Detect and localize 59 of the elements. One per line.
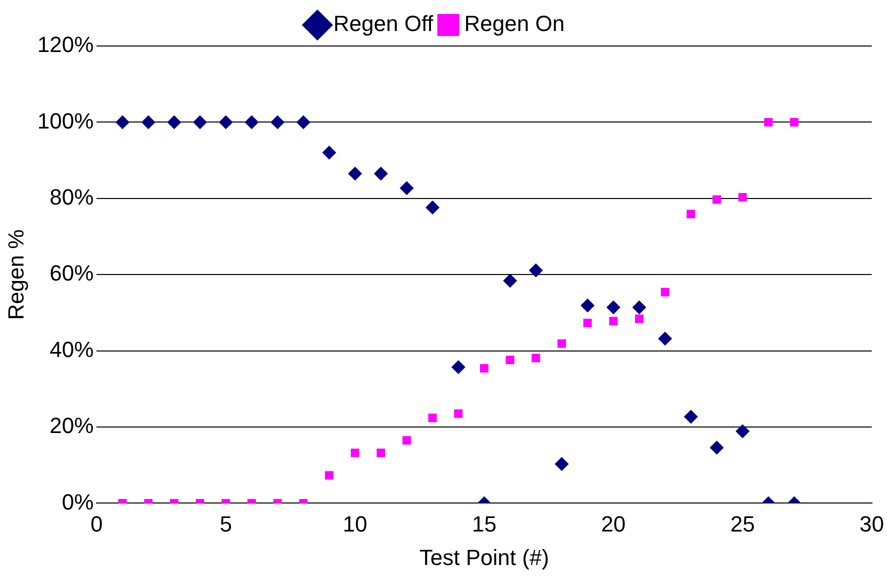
point bbox=[116, 115, 130, 130]
y-tick-label: 60% bbox=[50, 260, 94, 286]
point bbox=[218, 115, 233, 130]
point bbox=[244, 115, 259, 130]
point bbox=[738, 193, 747, 202]
point bbox=[609, 316, 618, 326]
point bbox=[348, 166, 362, 181]
x-tick-label: 25 bbox=[730, 511, 755, 536]
y-tick-label: 20% bbox=[50, 413, 94, 438]
y-tick-label: 40% bbox=[50, 336, 94, 362]
point bbox=[583, 318, 592, 328]
point bbox=[193, 115, 208, 130]
point bbox=[454, 409, 463, 418]
point bbox=[736, 424, 750, 438]
point bbox=[634, 314, 644, 324]
x-tick-label: 15 bbox=[472, 511, 496, 536]
point bbox=[426, 200, 440, 215]
legend-label: Regen Off bbox=[333, 11, 434, 36]
point bbox=[376, 448, 386, 458]
point bbox=[554, 456, 569, 471]
point bbox=[660, 288, 670, 296]
point bbox=[428, 414, 437, 422]
point bbox=[167, 115, 182, 130]
point bbox=[350, 448, 360, 458]
point bbox=[606, 300, 620, 314]
point bbox=[141, 115, 156, 130]
point bbox=[322, 146, 336, 160]
point bbox=[400, 181, 414, 196]
point bbox=[764, 118, 773, 126]
y-tick-label: 80% bbox=[50, 184, 94, 210]
x-tick-label: 20 bbox=[601, 511, 626, 536]
point bbox=[296, 115, 310, 130]
point bbox=[632, 300, 646, 314]
legend-label: Regen On bbox=[464, 11, 565, 36]
point bbox=[503, 274, 518, 288]
x-tick-label: 5 bbox=[220, 511, 232, 536]
point bbox=[506, 356, 514, 364]
point bbox=[451, 360, 466, 374]
point bbox=[532, 354, 540, 362]
point bbox=[712, 195, 721, 204]
x-tick-label: 30 bbox=[860, 511, 884, 536]
point bbox=[658, 332, 672, 346]
y-tick-label: 120% bbox=[37, 32, 94, 58]
point bbox=[557, 339, 566, 348]
x-axis-title: Test Point (#) bbox=[419, 544, 550, 570]
point bbox=[270, 115, 285, 130]
point bbox=[480, 364, 488, 373]
x-tick-label: 10 bbox=[342, 511, 368, 536]
point bbox=[684, 410, 698, 424]
point bbox=[790, 118, 798, 126]
point bbox=[686, 210, 696, 218]
y-axis-title: Regen % bbox=[3, 229, 28, 320]
point bbox=[710, 440, 724, 455]
y-tick-label: 100% bbox=[37, 108, 94, 134]
point bbox=[528, 263, 543, 278]
point bbox=[402, 436, 411, 445]
point bbox=[374, 166, 388, 181]
point bbox=[324, 471, 334, 480]
point bbox=[580, 298, 595, 312]
